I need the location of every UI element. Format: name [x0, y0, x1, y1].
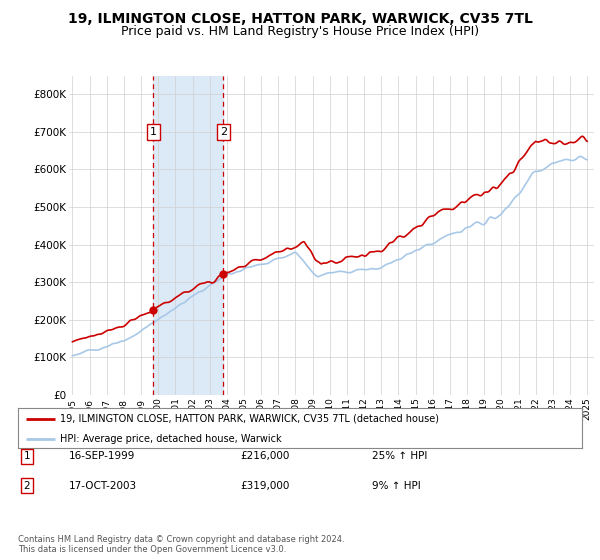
Text: Price paid vs. HM Land Registry's House Price Index (HPI): Price paid vs. HM Land Registry's House … [121, 25, 479, 38]
Text: 16-SEP-1999: 16-SEP-1999 [69, 451, 136, 461]
Text: 25% ↑ HPI: 25% ↑ HPI [372, 451, 427, 461]
Text: 19, ILMINGTON CLOSE, HATTON PARK, WARWICK, CV35 7TL: 19, ILMINGTON CLOSE, HATTON PARK, WARWIC… [68, 12, 532, 26]
Text: HPI: Average price, detached house, Warwick: HPI: Average price, detached house, Warw… [60, 434, 282, 444]
Text: 2: 2 [23, 480, 31, 491]
Text: £216,000: £216,000 [240, 451, 289, 461]
Bar [153, 76, 223, 395]
Text: Contains HM Land Registry data © Crown copyright and database right 2024.
This d: Contains HM Land Registry data © Crown c… [18, 535, 344, 554]
Text: 9% ↑ HPI: 9% ↑ HPI [372, 480, 421, 491]
Text: 1: 1 [150, 127, 157, 137]
Text: 2: 2 [220, 127, 227, 137]
Text: 1: 1 [23, 451, 31, 461]
Text: £319,000: £319,000 [240, 480, 289, 491]
Text: 19, ILMINGTON CLOSE, HATTON PARK, WARWICK, CV35 7TL (detached house): 19, ILMINGTON CLOSE, HATTON PARK, WARWIC… [60, 414, 439, 424]
Text: 17-OCT-2003: 17-OCT-2003 [69, 480, 137, 491]
